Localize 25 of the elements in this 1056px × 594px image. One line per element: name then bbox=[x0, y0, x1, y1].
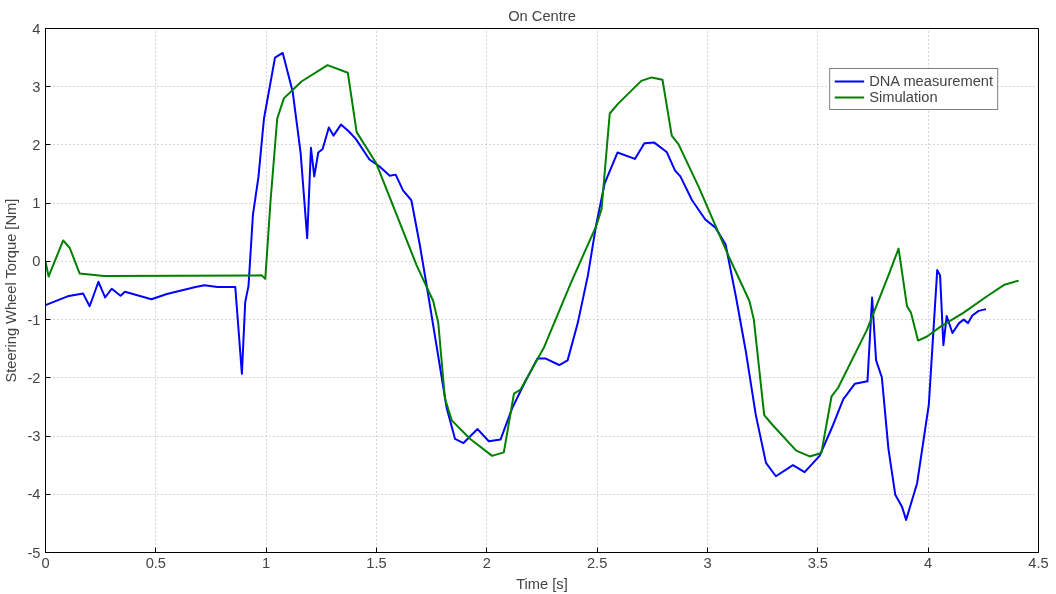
x-tick-label: 4 bbox=[924, 554, 933, 571]
x-tick-label: 2.5 bbox=[586, 554, 608, 571]
x-tick-label: 2 bbox=[482, 554, 491, 571]
x-tick-label: 3 bbox=[703, 554, 712, 571]
y-tick-label: -5 bbox=[27, 544, 41, 561]
x-tick-label: 1 bbox=[262, 554, 271, 571]
y-tick-label: 3 bbox=[32, 78, 41, 95]
y-tick-label: -2 bbox=[27, 369, 41, 386]
y-tick-label: -4 bbox=[27, 486, 41, 503]
chart-title: On Centre bbox=[508, 7, 576, 24]
x-tick-label: 1.5 bbox=[366, 554, 387, 571]
legend-label: Simulation bbox=[869, 89, 938, 105]
y-tick-label: 2 bbox=[32, 136, 41, 153]
line-series bbox=[45, 64, 1020, 458]
y-axis-title: Steering Wheel Torque [Nm] bbox=[3, 198, 20, 383]
x-tick-label: 4.5 bbox=[1028, 554, 1049, 571]
x-tick-label: 0.5 bbox=[145, 554, 167, 571]
y-tick-label: -3 bbox=[27, 428, 41, 445]
legend-label: DNA measurement bbox=[869, 73, 993, 89]
x-tick-label: 3.5 bbox=[807, 554, 829, 571]
x-axis-title: Time [s] bbox=[516, 575, 568, 592]
y-tick-label: 0 bbox=[32, 253, 41, 270]
y-tick-label: 1 bbox=[32, 195, 41, 212]
y-tick-label: -1 bbox=[27, 311, 41, 328]
y-tick-label: 4 bbox=[32, 20, 41, 37]
